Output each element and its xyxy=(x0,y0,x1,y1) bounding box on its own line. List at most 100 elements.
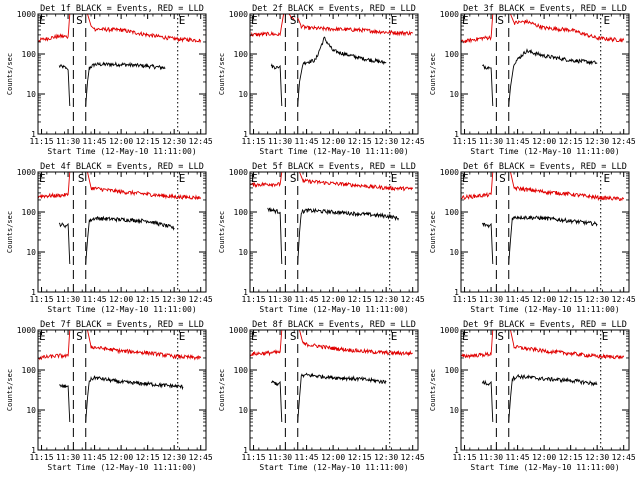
x-tick-label: 11:30 xyxy=(268,295,292,304)
chart-panel: Det 9f BLACK = Events, RED = LLD Counts/s… xyxy=(429,320,636,472)
x-axis-label: Start Time (12-May-10 11:11:00) xyxy=(47,305,196,314)
x-tick-label: 11:45 xyxy=(506,137,530,146)
y-axis-label: Counts/sec xyxy=(6,369,14,411)
y-tick-label: 10 xyxy=(26,406,36,415)
series-line xyxy=(85,375,184,423)
series-line xyxy=(267,207,283,265)
x-tick-label: 11:15 xyxy=(452,137,476,146)
y-tick-label: 100 xyxy=(234,50,249,59)
y-tick-label: 100 xyxy=(234,366,249,375)
x-tick-label: 12:15 xyxy=(348,295,372,304)
x-axis-label: Start Time (12-May-10 11:11:00) xyxy=(470,305,619,314)
y-tick-label: 1 xyxy=(243,288,248,297)
x-tick-label: 11:30 xyxy=(56,137,80,146)
y-tick-label: 1 xyxy=(243,446,248,455)
x-tick-label: 12:45 xyxy=(401,453,425,462)
event-marker-label: E xyxy=(251,172,258,185)
event-marker-label: E xyxy=(39,14,46,27)
x-tick-label: 11:45 xyxy=(83,295,107,304)
event-marker-label: E xyxy=(391,172,398,185)
x-tick-label: 11:15 xyxy=(452,453,476,462)
y-axis-label: Counts/sec xyxy=(6,211,14,253)
x-tick-label: 11:15 xyxy=(29,137,53,146)
chart-title: Det 2f BLACK = Events, RED = LLD xyxy=(252,4,416,14)
event-marker-label: S xyxy=(78,172,85,185)
x-tick-label: 11:15 xyxy=(241,295,265,304)
chart-panel: Det 4f BLACK = Events, RED = LLD Counts/s… xyxy=(6,162,213,314)
event-marker-label: S xyxy=(290,172,297,185)
y-tick-label: 10 xyxy=(449,406,459,415)
x-tick-label: 11:30 xyxy=(268,453,292,462)
x-tick-label: 11:15 xyxy=(241,453,265,462)
x-tick-label: 12:30 xyxy=(585,295,609,304)
event-marker-label: E xyxy=(179,14,186,27)
y-tick-label: 1000 xyxy=(440,168,459,177)
x-tick-label: 12:45 xyxy=(612,453,636,462)
x-tick-label: 12:00 xyxy=(321,137,345,146)
chart-title: Det 5f BLACK = Events, RED = LLD xyxy=(252,162,416,172)
event-marker-label: S xyxy=(497,330,504,343)
series-line xyxy=(58,63,71,107)
x-tick-label: 12:45 xyxy=(612,295,636,304)
series-line xyxy=(482,64,494,107)
x-tick-label: 12:00 xyxy=(532,453,556,462)
x-tick-label: 12:45 xyxy=(189,137,213,146)
y-axis-label: Counts/sec xyxy=(218,53,226,95)
x-tick-label: 12:45 xyxy=(401,137,425,146)
y-tick-label: 10 xyxy=(26,90,36,99)
series-line xyxy=(87,329,202,361)
x-tick-label: 12:00 xyxy=(109,295,133,304)
event-marker-label: E xyxy=(39,172,46,185)
y-tick-label: 1000 xyxy=(229,326,248,335)
y-tick-label: 10 xyxy=(26,248,36,257)
chart-title: Det 1f BLACK = Events, RED = LLD xyxy=(40,4,204,14)
series-line xyxy=(299,171,414,192)
plot-frame xyxy=(249,329,419,451)
x-tick-label: 12:30 xyxy=(162,453,186,462)
event-marker-label: S xyxy=(76,330,83,343)
y-tick-label: 100 xyxy=(22,50,37,59)
series-line xyxy=(297,36,387,107)
event-marker-label: E xyxy=(603,14,610,27)
x-tick-label: 12:15 xyxy=(136,295,160,304)
y-tick-label: 1 xyxy=(31,130,36,139)
x-tick-label: 11:15 xyxy=(241,137,265,146)
x-tick-label: 12:00 xyxy=(532,137,556,146)
y-tick-label: 1000 xyxy=(229,168,248,177)
y-axis-label: Counts/sec xyxy=(218,369,226,411)
y-tick-label: 100 xyxy=(22,208,37,217)
y-tick-label: 100 xyxy=(234,208,249,217)
chart-panel: Det 2f BLACK = Events, RED = LLD Counts/s… xyxy=(218,4,425,156)
y-tick-label: 10 xyxy=(238,248,248,257)
x-tick-label: 11:30 xyxy=(479,453,503,462)
x-tick-label: 11:15 xyxy=(29,295,53,304)
event-marker-label: E xyxy=(462,172,469,185)
x-tick-label: 12:15 xyxy=(348,137,372,146)
x-tick-label: 12:30 xyxy=(585,137,609,146)
series-line xyxy=(510,13,625,43)
chart-title: Det 6f BLACK = Events, RED = LLD xyxy=(463,162,627,172)
x-tick-label: 12:15 xyxy=(559,137,583,146)
plot-frame xyxy=(37,329,207,451)
series-line xyxy=(508,373,598,423)
y-tick-label: 1 xyxy=(31,446,36,455)
series-line xyxy=(508,215,598,265)
x-tick-label: 12:15 xyxy=(136,453,160,462)
plot-frame xyxy=(460,329,630,451)
series-line xyxy=(299,329,413,357)
y-tick-label: 10 xyxy=(449,90,459,99)
event-marker-label: S xyxy=(497,14,504,27)
chart-panel: Det 8f BLACK = Events, RED = LLD Counts/s… xyxy=(218,320,425,472)
x-tick-label: 11:30 xyxy=(479,137,503,146)
x-axis-label: Start Time (12-May-10 11:11:00) xyxy=(470,463,619,472)
x-axis-label: Start Time (12-May-10 11:11:00) xyxy=(259,463,408,472)
y-axis-label: Counts/sec xyxy=(218,211,226,253)
y-tick-label: 10 xyxy=(449,248,459,257)
y-tick-label: 1 xyxy=(454,446,459,455)
y-tick-label: 100 xyxy=(445,208,460,217)
event-marker-label: E xyxy=(251,14,258,27)
x-tick-label: 11:30 xyxy=(479,295,503,304)
x-tick-label: 12:00 xyxy=(109,453,133,462)
x-axis-label: Start Time (12-May-10 11:11:00) xyxy=(47,463,196,472)
series-line xyxy=(271,380,283,423)
